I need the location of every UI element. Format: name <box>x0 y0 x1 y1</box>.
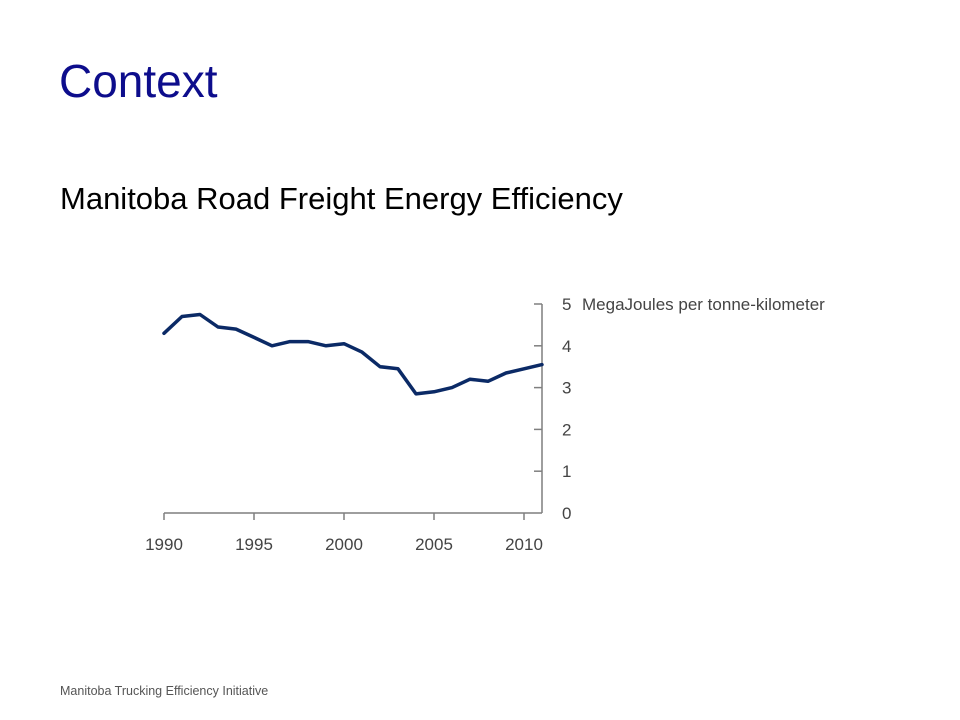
y-tick-label: 3 <box>562 379 571 398</box>
chart-series <box>162 312 544 396</box>
series-line <box>162 312 544 396</box>
y-tick-label: 2 <box>562 420 571 439</box>
x-tick-label: 2005 <box>415 535 453 554</box>
x-tick-label: 1990 <box>145 535 183 554</box>
y-tick-label: 5 <box>562 295 571 314</box>
x-tick-label: 2010 <box>505 535 543 554</box>
chart-ticks: 1990 1995 2000 2005 2010 0 1 2 3 4 5 MegaJoules per… <box>145 295 825 554</box>
y-tick-label: 4 <box>562 337 571 356</box>
x-tick-label: 2000 <box>325 535 363 554</box>
chart-axes <box>164 304 543 514</box>
x-tick-label: 1995 <box>235 535 273 554</box>
y-unit-label: MegaJoules per tonne-kilometer <box>582 295 825 314</box>
slide-title: Context <box>59 55 218 107</box>
footer-text: Manitoba Trucking Efficiency Initiative <box>60 684 269 698</box>
y-tick-label: 0 <box>562 504 571 523</box>
chart-heading: Manitoba Road Freight Energy Efficiency <box>60 181 623 216</box>
y-tick-label: 1 <box>562 462 571 481</box>
